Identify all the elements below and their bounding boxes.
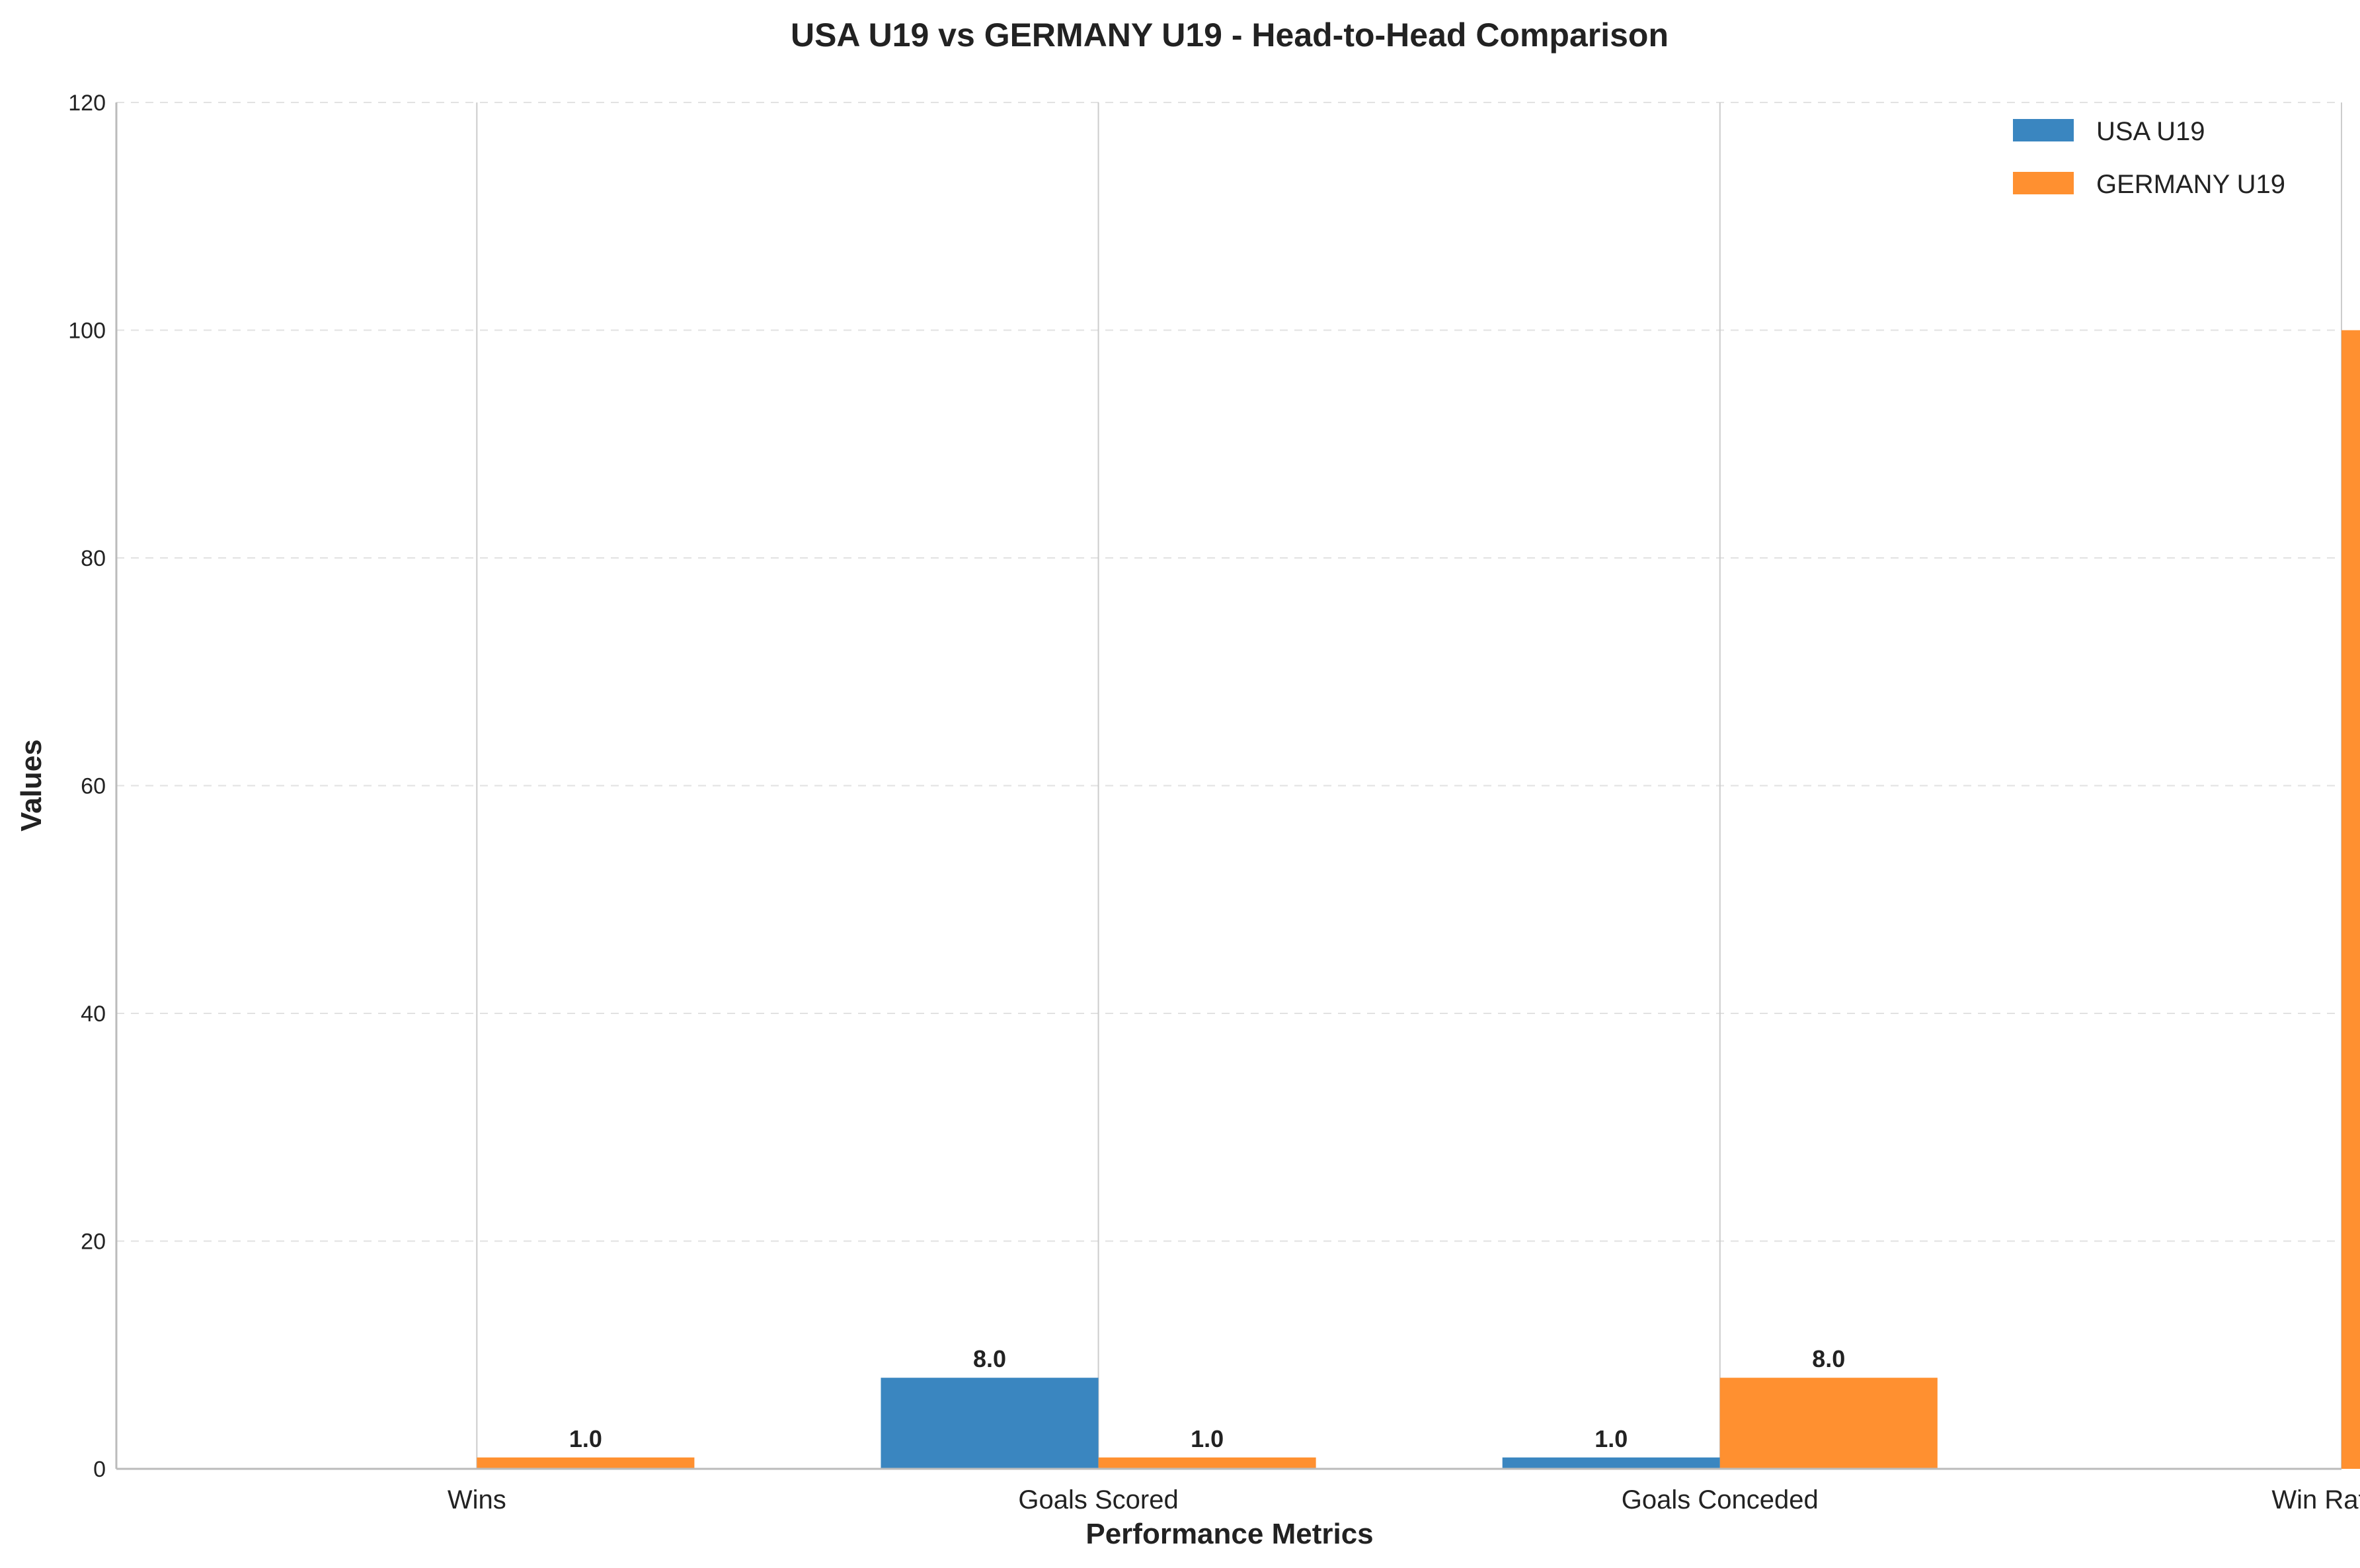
legend-swatch-germany	[2013, 172, 2074, 194]
bar-value-label: 8.0	[1812, 1345, 1845, 1372]
chart-title: USA U19 vs GERMANY U19 - Head-to-Head Co…	[791, 17, 1669, 54]
bar-germany	[1098, 1457, 1316, 1469]
y-tick-label: 80	[81, 546, 106, 571]
x-tick-label: Goals Conceded	[1622, 1485, 1819, 1514]
x-axis-label: Performance Metrics	[1085, 1518, 1373, 1550]
bar-value-label: 1.0	[569, 1425, 602, 1452]
y-tick-label: 120	[68, 91, 106, 116]
y-tick-label: 60	[81, 774, 106, 799]
y-tick-label: 0	[93, 1457, 106, 1482]
x-tick-label: Wins	[448, 1485, 506, 1514]
x-tick-label: Goals Scored	[1018, 1485, 1178, 1514]
bar-usa	[1502, 1457, 1720, 1469]
bar-germany	[477, 1457, 695, 1469]
x-tick-label: Win Rate %	[2271, 1485, 2360, 1514]
bar-value-label: 8.0	[973, 1345, 1006, 1372]
plot-area: 0204060801001208.01.01.01.08.0100.0WinsG…	[68, 91, 2360, 1514]
bar-germany	[1719, 1378, 1938, 1469]
y-tick-label: 100	[68, 319, 106, 344]
bar-usa	[881, 1378, 1099, 1469]
bar-germany	[2341, 330, 2360, 1469]
y-axis-label: Values	[15, 739, 48, 831]
y-tick-label: 40	[81, 1001, 106, 1027]
bar-value-label: 1.0	[1191, 1425, 1224, 1452]
bar-value-label: 1.0	[1594, 1425, 1628, 1452]
y-tick-label: 20	[81, 1230, 106, 1255]
legend: USA U19 GERMANY U19	[2013, 117, 2285, 199]
legend-swatch-usa	[2013, 119, 2074, 141]
legend-label: USA U19	[2096, 117, 2205, 146]
legend-label: GERMANY U19	[2096, 170, 2285, 199]
